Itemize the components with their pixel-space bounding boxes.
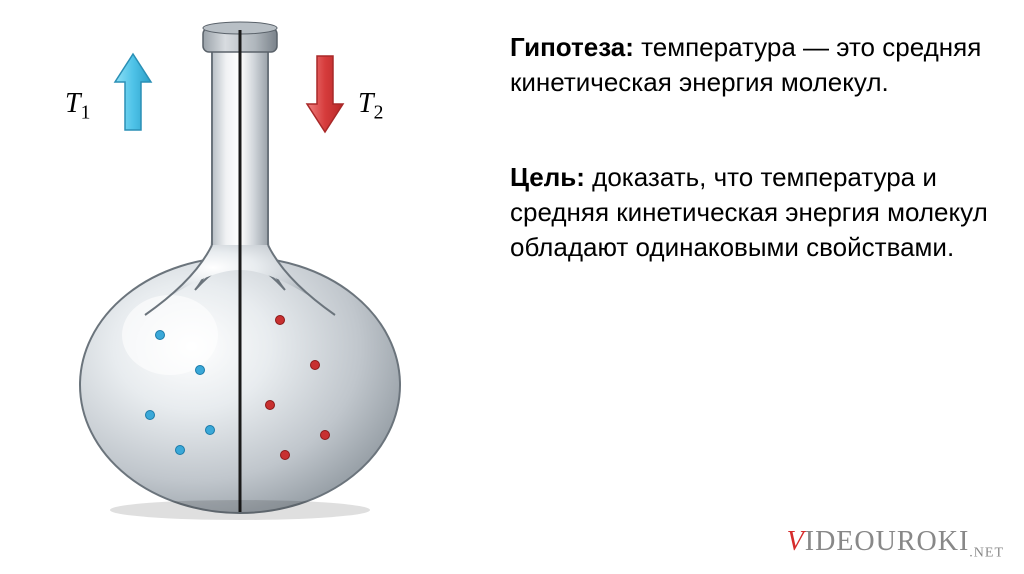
watermark-rest: IDEOUROKI xyxy=(805,526,970,557)
flask-icon xyxy=(65,10,415,520)
text-area: Гипотеза: температура — это средняя кине… xyxy=(470,0,1024,574)
watermark-v: V xyxy=(787,526,805,557)
goal-block: Цель: доказать, что температура и средня… xyxy=(510,160,994,265)
hypothesis-label: Гипотеза: xyxy=(510,32,634,62)
diagram-area: T1 T2 xyxy=(0,0,470,520)
watermark-net: .NET xyxy=(969,546,1004,561)
watermark: VIDEOUROKI.NET xyxy=(787,526,1004,562)
hypothesis-block: Гипотеза: температура — это средняя кине… xyxy=(510,30,994,100)
goal-label: Цель: xyxy=(510,162,585,192)
